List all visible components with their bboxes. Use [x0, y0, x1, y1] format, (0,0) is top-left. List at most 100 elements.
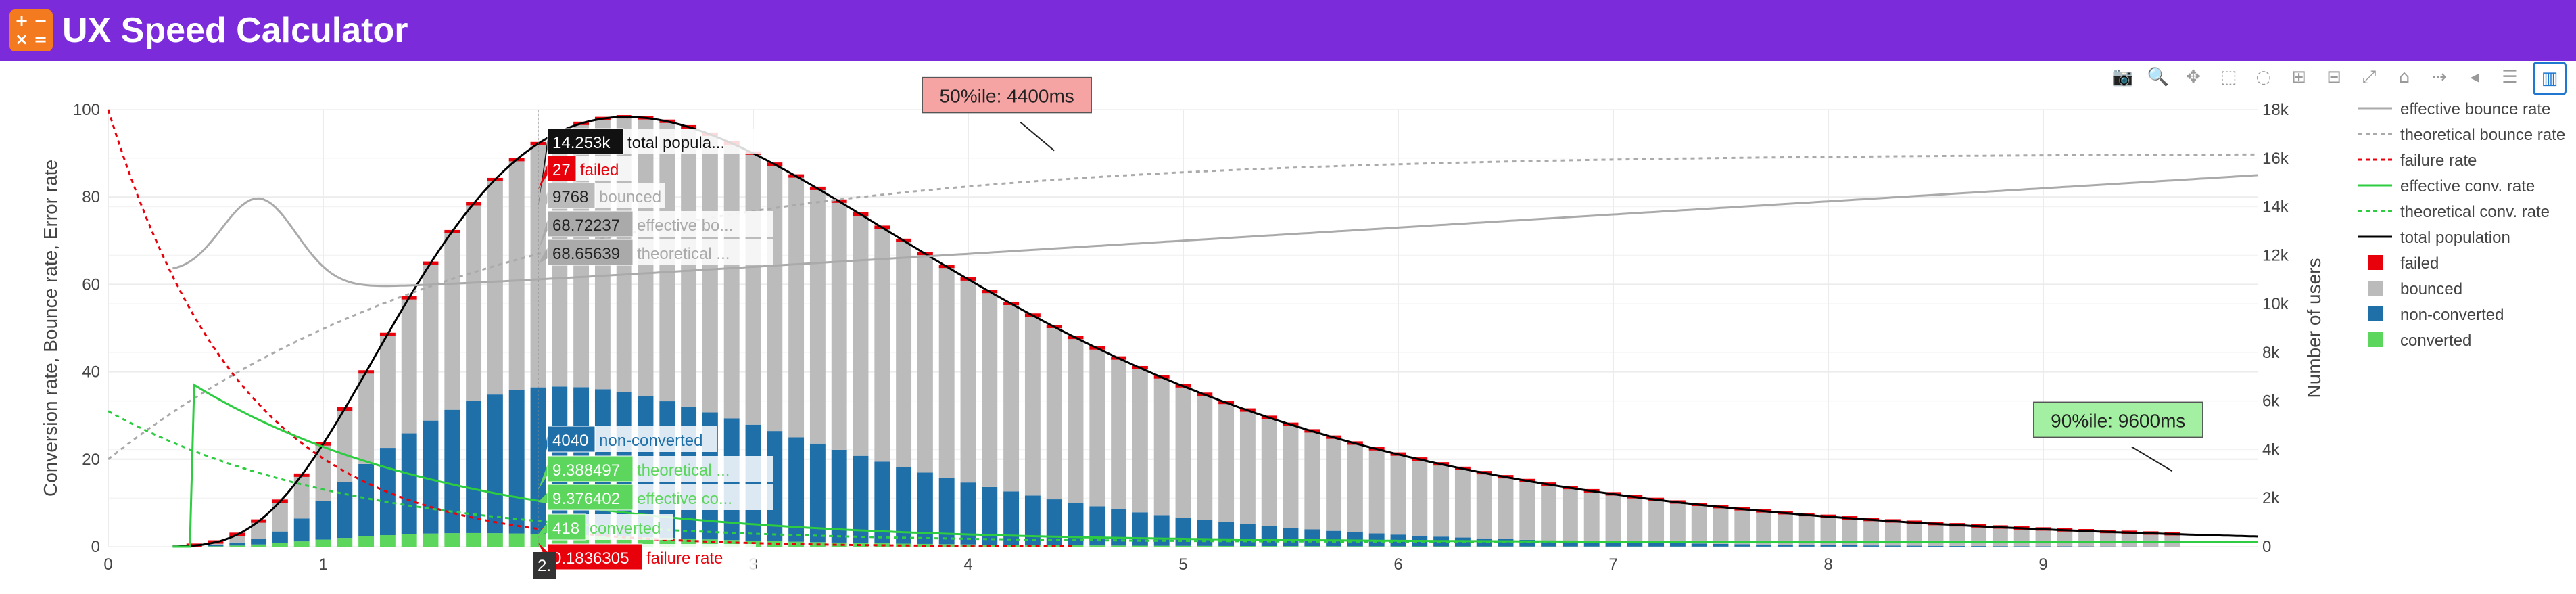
bar-non-converted[interactable] — [1583, 541, 1600, 547]
bar-non-converted[interactable] — [1734, 544, 1750, 547]
bar-non-converted[interactable] — [1283, 528, 1299, 547]
bar-bounced[interactable] — [1605, 494, 1621, 543]
bar-converted[interactable] — [379, 535, 396, 547]
bar-non-converted[interactable] — [1519, 539, 1535, 547]
legend-swatch[interactable] — [2368, 281, 2383, 296]
bar-bounced[interactable] — [1863, 520, 1880, 546]
bar-bounced[interactable] — [1798, 515, 1815, 545]
bar-bounced[interactable] — [896, 240, 912, 467]
reset-axes-icon[interactable]: ⌂ — [2398, 67, 2410, 87]
bar-bounced[interactable] — [767, 164, 783, 432]
bar-bounced[interactable] — [466, 204, 482, 401]
bar-non-converted[interactable] — [1863, 545, 1880, 547]
bar-non-converted[interactable] — [337, 482, 353, 539]
bar-non-converted[interactable] — [423, 420, 439, 534]
bar-bounced[interactable] — [2035, 529, 2051, 547]
bar-bounced[interactable] — [1884, 521, 1901, 546]
bar-converted[interactable] — [1390, 546, 1406, 547]
bar-bounced[interactable] — [1368, 449, 1385, 534]
bar-converted[interactable] — [1024, 545, 1041, 547]
bar-bounced[interactable] — [853, 214, 869, 456]
bar-bounced[interactable] — [1153, 377, 1170, 516]
bar-bounced[interactable] — [444, 231, 460, 410]
bar-bounced[interactable] — [487, 179, 503, 395]
bar-converted[interactable] — [1111, 545, 1127, 547]
bar-bounced[interactable] — [1046, 326, 1062, 500]
bar-bounced[interactable] — [1003, 303, 1020, 492]
bar-bounced[interactable] — [960, 279, 976, 483]
bar-converted[interactable] — [251, 544, 267, 547]
bar-bounced[interactable] — [1992, 527, 2008, 547]
bar-bounced[interactable] — [251, 521, 267, 539]
bar-non-converted[interactable] — [831, 449, 847, 543]
bar-non-converted[interactable] — [1541, 540, 1557, 547]
bar-bounced[interactable] — [1218, 403, 1235, 522]
bar-bounced[interactable] — [1541, 484, 1557, 541]
bar-non-converted[interactable] — [938, 477, 955, 545]
bar-non-converted[interactable] — [1562, 541, 1578, 547]
bar-bounced[interactable] — [982, 292, 998, 487]
bar-non-converted[interactable] — [853, 455, 869, 543]
bar-bounced[interactable] — [1756, 511, 1772, 545]
legend-swatch[interactable] — [2368, 332, 2383, 347]
hover-closest-icon[interactable]: ◂ — [2470, 67, 2479, 87]
bar-non-converted[interactable] — [982, 486, 998, 545]
bar-bounced[interactable] — [809, 188, 826, 444]
bar-non-converted[interactable] — [508, 390, 525, 534]
bar-bounced[interactable] — [938, 267, 955, 478]
bar-bounced[interactable] — [1197, 394, 1213, 520]
bar-non-converted[interactable] — [1928, 545, 1944, 547]
bar-converted[interactable] — [1347, 546, 1363, 547]
bar-non-converted[interactable] — [1046, 499, 1062, 545]
bar-converted[interactable] — [1089, 545, 1105, 547]
bar-bounced[interactable] — [1024, 315, 1041, 496]
bar-non-converted[interactable] — [1971, 546, 1987, 547]
bar-non-converted[interactable] — [1068, 503, 1084, 545]
bar-bounced[interactable] — [1498, 477, 1514, 539]
bar-non-converted[interactable] — [1326, 530, 1342, 547]
bar-bounced[interactable] — [1433, 464, 1450, 537]
bar-non-converted[interactable] — [1842, 545, 1858, 547]
bar-converted[interactable] — [1326, 546, 1342, 547]
bar-converted[interactable] — [681, 539, 697, 547]
box-select-icon[interactable]: ⬚ — [2220, 67, 2237, 87]
bar-converted[interactable] — [401, 534, 417, 547]
bar-bounced[interactable] — [1842, 518, 1858, 545]
bar-bounced[interactable] — [401, 298, 417, 434]
bar-bounced[interactable] — [1971, 526, 1987, 547]
bar-non-converted[interactable] — [1024, 495, 1041, 545]
bar-bounced[interactable] — [1283, 424, 1299, 528]
bar-converted[interactable] — [487, 533, 503, 547]
series-theoretical-bounce-rate[interactable] — [108, 153, 2259, 460]
bar-converted[interactable] — [1218, 545, 1235, 547]
bar-bounced[interactable] — [1691, 505, 1707, 544]
bar-bounced[interactable] — [229, 534, 245, 543]
bar-bounced[interactable] — [1304, 431, 1320, 530]
zoom-in-icon[interactable]: ⊞ — [2291, 67, 2306, 87]
pan-icon[interactable]: ✥ — [2186, 67, 2201, 87]
bar-bounced[interactable] — [1519, 480, 1535, 540]
bar-bounced[interactable] — [1648, 499, 1665, 543]
bar-converted[interactable] — [1304, 546, 1320, 547]
bar-converted[interactable] — [896, 543, 912, 547]
bar-converted[interactable] — [1283, 546, 1299, 547]
bar-non-converted[interactable] — [1003, 491, 1020, 545]
camera-icon[interactable]: 📷 — [2112, 67, 2134, 87]
bar-converted[interactable] — [702, 539, 718, 547]
ux-speed-chart[interactable]: 02040608010002k4k6k8k10k12k14k16k18k0123… — [0, 61, 2576, 594]
bar-non-converted[interactable] — [1261, 526, 1277, 547]
bar-bounced[interactable] — [508, 160, 525, 390]
bar-non-converted[interactable] — [1906, 545, 1922, 547]
bar-bounced[interactable] — [874, 227, 890, 462]
bar-non-converted[interactable] — [1111, 509, 1127, 546]
bar-bounced[interactable] — [1669, 502, 1686, 543]
bar-non-converted[interactable] — [1713, 543, 1729, 547]
bar-non-converted[interactable] — [1691, 543, 1707, 547]
bar-bounced[interactable] — [1627, 497, 1643, 543]
bar-converted[interactable] — [293, 541, 310, 547]
bar-non-converted[interactable] — [1820, 545, 1836, 547]
bar-converted[interactable] — [272, 543, 288, 547]
bar-bounced[interactable] — [272, 501, 288, 532]
bar-non-converted[interactable] — [917, 472, 933, 544]
bar-bounced[interactable] — [1261, 417, 1277, 526]
